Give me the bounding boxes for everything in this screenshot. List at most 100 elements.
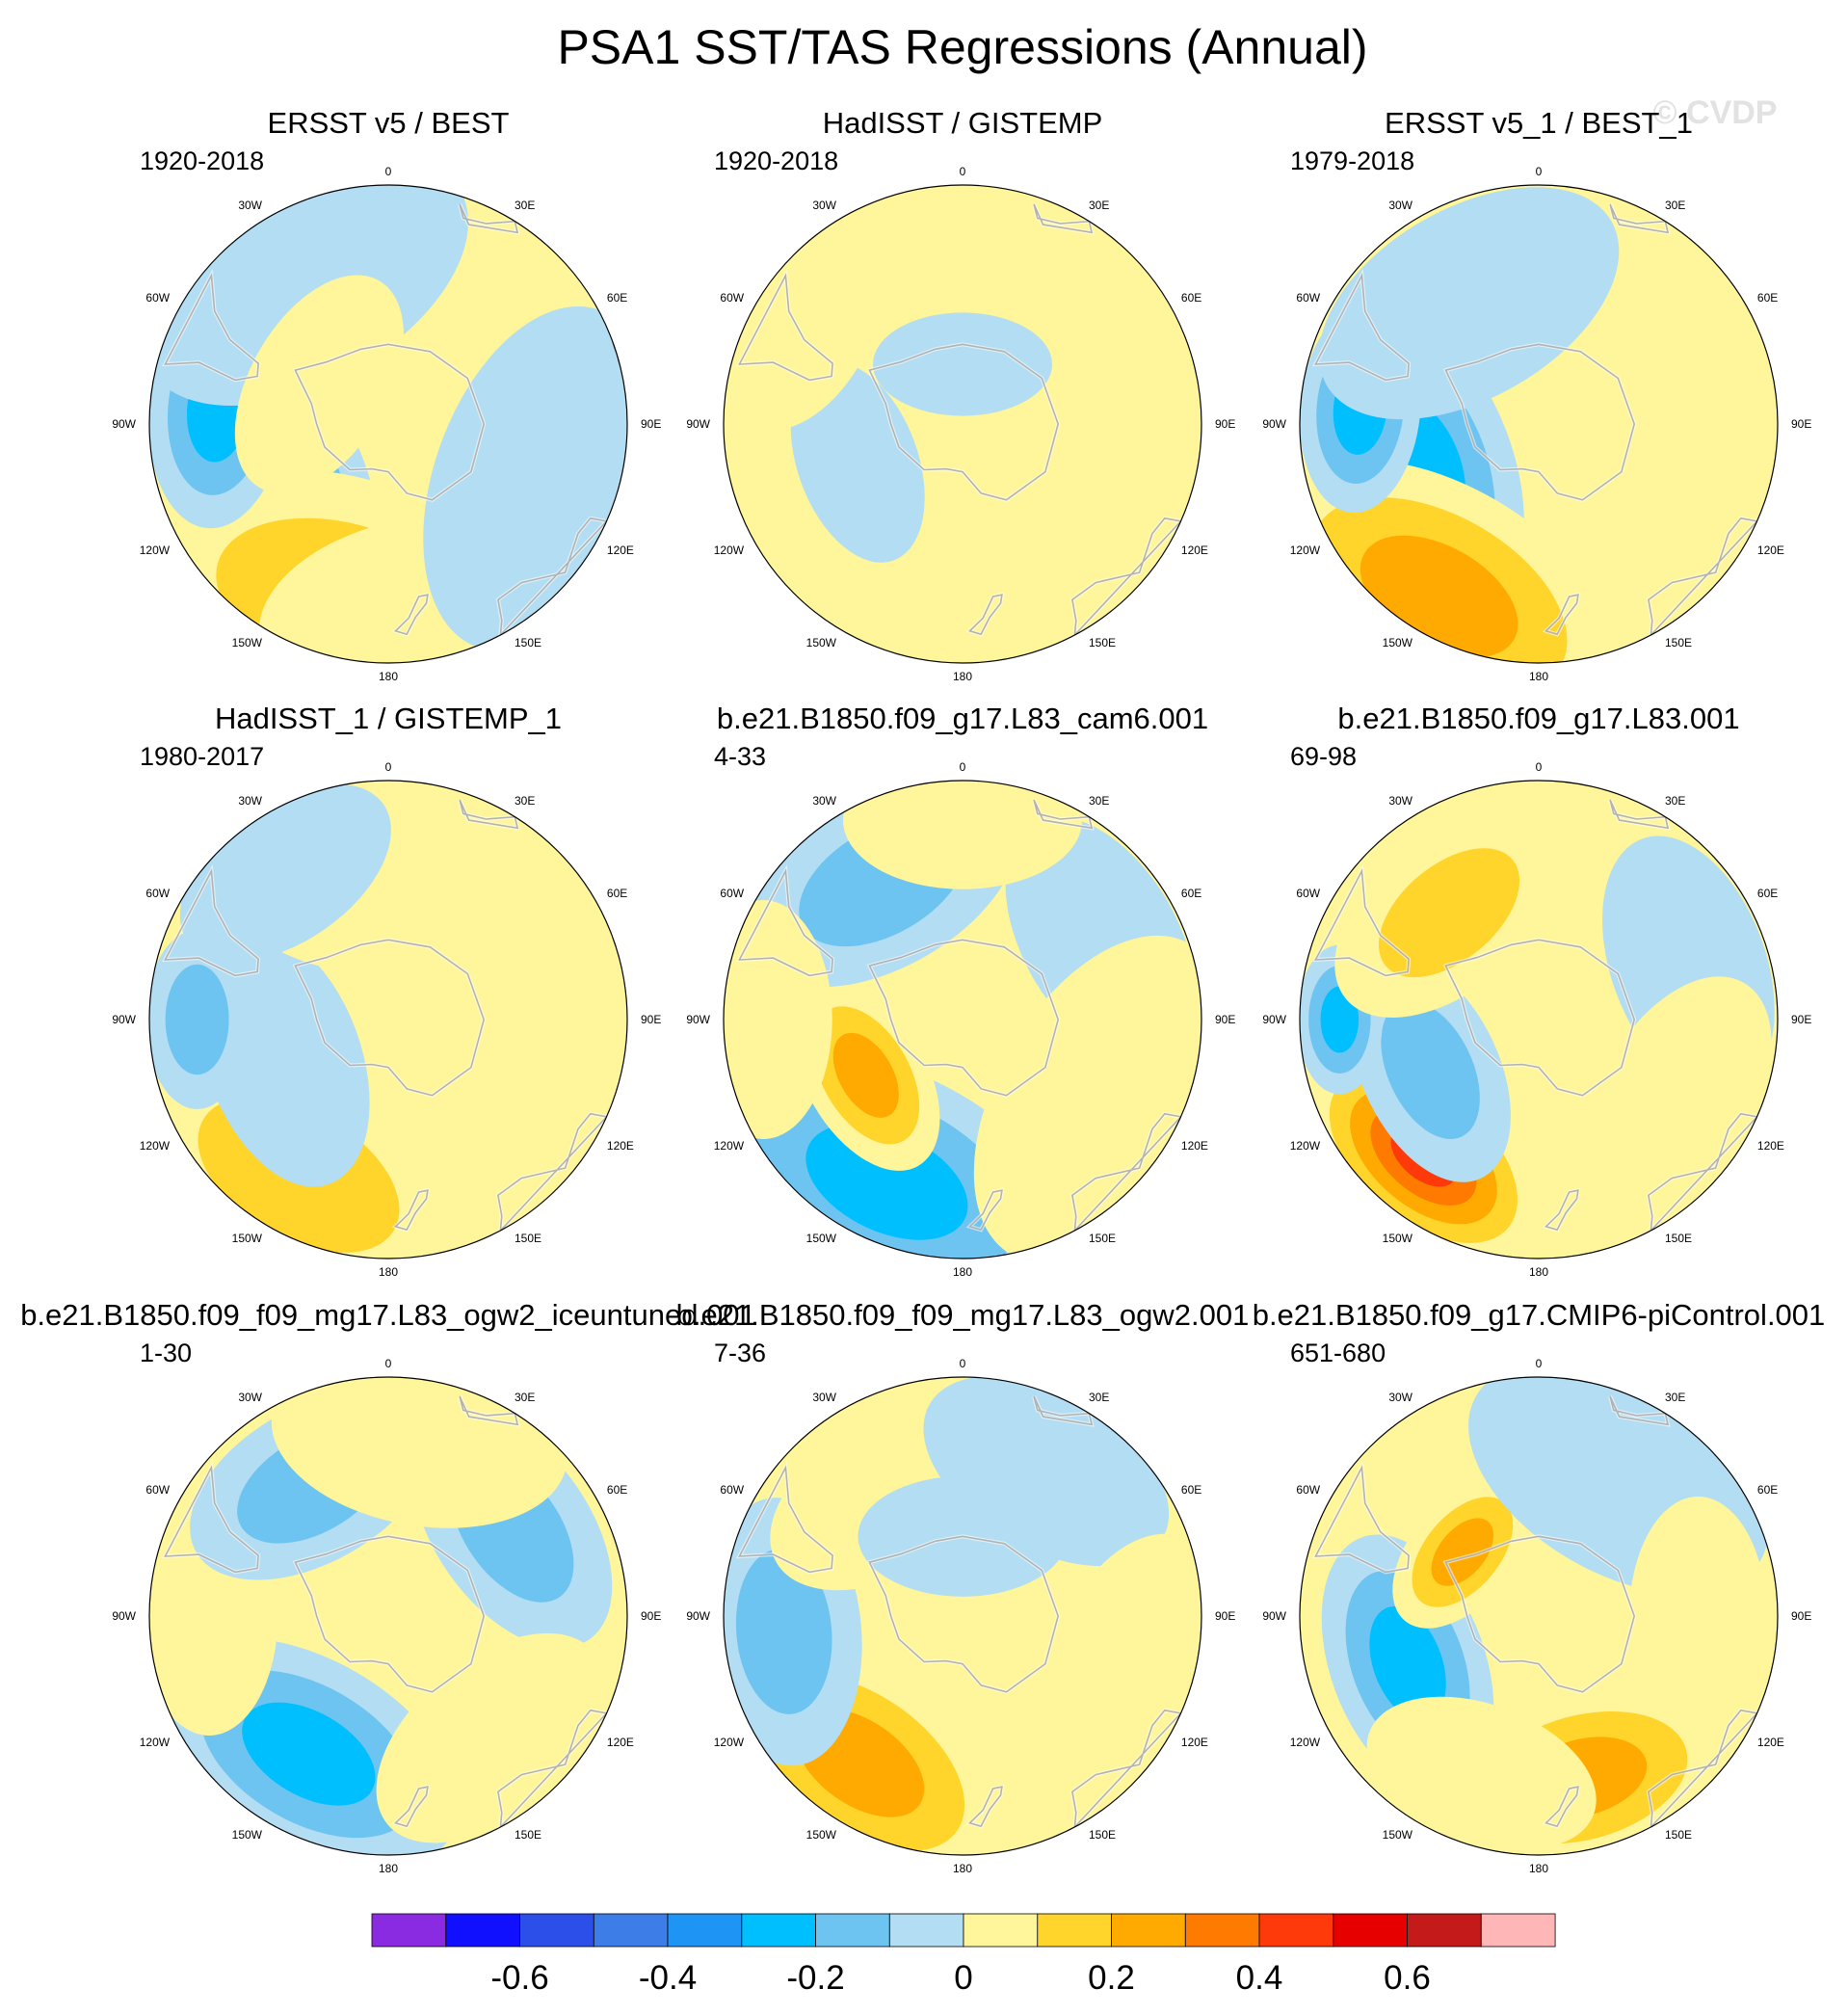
colorbar-tick-label: -0.6 [490, 1959, 548, 1997]
ice-edge [1312, 268, 1412, 383]
panel-title: b.e21.B1850.f09_f09_mg17.L83_ogw2.001 [676, 1298, 1250, 1332]
lon-tick-label: 120E [1181, 544, 1208, 557]
lon-tick-label: 150W [1383, 636, 1413, 650]
lon-tick-label: 60W [720, 887, 744, 900]
lon-tick-label: 0 [385, 1357, 392, 1370]
colorbar: -0.6 -0.4 -0.2 0 0.2 0.4 0.6 [371, 1913, 1556, 1997]
lon-tick-label: 30E [1089, 199, 1109, 212]
lon-tick-label: 150E [1089, 1232, 1116, 1245]
panel-title: ERSST v5 / BEST [268, 106, 510, 140]
lon-tick-label: 90E [1215, 417, 1235, 431]
lon-tick-label: 30W [238, 199, 262, 212]
map-panel: b.e21.B1850.f09_g17.L83_cam6.001 4-33 0 30E… [686, 702, 1235, 1279]
map-border [148, 1376, 628, 1856]
lon-tick-label: 60E [607, 1483, 627, 1497]
colorbar-swatch [445, 1913, 520, 1948]
panel-period: 1-30 [140, 1339, 192, 1367]
lon-tick-label: 150E [1665, 1232, 1692, 1245]
lon-tick-label: 150E [1089, 636, 1116, 650]
panel-period: 651-680 [1290, 1339, 1386, 1367]
lon-tick-label: 0 [960, 1357, 966, 1370]
contour-band [873, 312, 1052, 416]
colorbar-swatch [1333, 1913, 1409, 1948]
figure-title: PSA1 SST/TAS Regressions (Annual) [557, 20, 1367, 74]
panel-period: 1920-2018 [140, 146, 264, 175]
lon-tick-label: 60W [720, 291, 744, 305]
colorbar-swatch [593, 1913, 669, 1948]
map-border [723, 780, 1202, 1259]
lon-tick-label: 180 [953, 670, 972, 683]
colorbar-tick-label: 0.4 [1236, 1959, 1283, 1997]
panel-title: HadISST / GISTEMP [823, 106, 1103, 140]
ice-edge [292, 342, 487, 502]
lon-tick-label: 90W [686, 1609, 710, 1623]
ice-edge [736, 268, 835, 383]
ice-edge [495, 1111, 611, 1236]
panel-title: HadISST_1 / GISTEMP_1 [215, 702, 562, 735]
lon-tick-label: 90E [1791, 1609, 1811, 1623]
contour-band [1319, 187, 1620, 420]
colorbar-swatch [815, 1913, 890, 1948]
regression-field [724, 185, 1201, 663]
lon-tick-label: 0 [960, 165, 966, 178]
ice-edge [866, 938, 1061, 1098]
regression-field [149, 185, 627, 663]
panel-title: b.e21.B1850.f09_f09_mg17.L83_ogw2_iceunt… [20, 1298, 756, 1332]
lon-tick-label: 120W [1290, 544, 1321, 557]
ice-edge [866, 1534, 1061, 1694]
lon-tick-label: 60E [1757, 1483, 1778, 1497]
panel-period: 1920-2018 [714, 146, 838, 175]
lon-tick-label: 90E [1215, 1013, 1235, 1026]
ice-edge [736, 863, 835, 978]
contour-band [832, 1032, 899, 1118]
ice-edge [391, 1187, 431, 1233]
colorbar-swatch [888, 1913, 964, 1948]
map-panel: b.e21.B1850.f09_f09_mg17.L83_ogw2.001 7-3… [676, 1298, 1250, 1875]
panel-title: ERSST v5_1 / BEST_1 [1385, 106, 1693, 140]
map-border [723, 184, 1202, 664]
lon-tick-label: 0 [385, 165, 392, 178]
lon-tick-label: 90E [641, 1013, 661, 1026]
lon-tick-label: 120W [140, 1139, 171, 1153]
lon-tick-label: 90W [686, 1013, 710, 1026]
continents [162, 799, 611, 1236]
lon-tick-label: 30E [515, 1391, 535, 1404]
map-panel: HadISST_1 / GISTEMP_1 1980-2017 0 30E 60E 90E… [112, 702, 661, 1279]
contour-band [724, 900, 832, 1139]
colorbar-swatch [1407, 1913, 1482, 1948]
lon-tick-label: 60W [1296, 1483, 1320, 1497]
continents [1312, 799, 1761, 1236]
colorbar-swatch [371, 1913, 447, 1948]
contour-band [234, 275, 404, 493]
lon-tick-label: 30W [812, 199, 836, 212]
lon-tick-label: 30E [1089, 1391, 1109, 1404]
colorbar-tick-label: -0.2 [786, 1959, 844, 1997]
lon-tick-label: 30E [1089, 794, 1109, 808]
panel-period: 69-98 [1290, 742, 1357, 771]
panel-period: 1979-2018 [1290, 146, 1414, 175]
contour-band [376, 1632, 605, 1843]
lon-tick-label: 150E [1665, 636, 1692, 650]
contour-band [790, 361, 925, 563]
lon-tick-label: 150W [806, 1232, 837, 1245]
lon-tick-label: 120E [1757, 1736, 1784, 1749]
lon-tick-label: 60E [1181, 291, 1201, 305]
ice-edge [1646, 516, 1761, 641]
continents [162, 203, 611, 641]
contour-band [165, 964, 229, 1075]
colorbar-swatch [963, 1913, 1039, 1948]
colorbar-swatch [519, 1913, 594, 1948]
map-panel: b.e21.B1850.f09_f09_mg17.L83_ogw2_iceunt… [20, 1298, 756, 1875]
lon-tick-label: 60W [145, 1483, 170, 1497]
ice-edge [1542, 1784, 1581, 1829]
regression-field [1300, 781, 1778, 1259]
lon-tick-label: 120W [714, 544, 745, 557]
ice-edge [1442, 938, 1637, 1098]
regression-field [724, 1377, 1201, 1855]
lon-tick-label: 150E [515, 1828, 541, 1842]
regression-field [149, 781, 627, 1259]
ice-edge [1069, 1708, 1185, 1833]
lon-tick-label: 150W [232, 1828, 263, 1842]
